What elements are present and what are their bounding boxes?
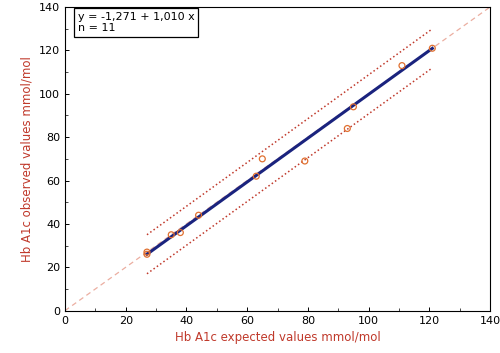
Text: y = -1,271 + 1,010 x
n = 11: y = -1,271 + 1,010 x n = 11 <box>78 12 194 33</box>
Point <box>194 213 202 218</box>
Point <box>350 104 358 110</box>
Point <box>143 249 151 255</box>
Point <box>143 251 151 257</box>
Point <box>258 156 266 162</box>
Y-axis label: Hb A1c observed values mmol/mol: Hb A1c observed values mmol/mol <box>20 56 34 262</box>
Point <box>398 63 406 68</box>
Point <box>428 46 436 51</box>
Point <box>252 173 260 179</box>
X-axis label: Hb A1c expected values mmol/mol: Hb A1c expected values mmol/mol <box>174 331 380 344</box>
Point <box>167 232 175 238</box>
Point <box>301 158 309 164</box>
Point <box>176 230 184 235</box>
Point <box>344 126 351 131</box>
